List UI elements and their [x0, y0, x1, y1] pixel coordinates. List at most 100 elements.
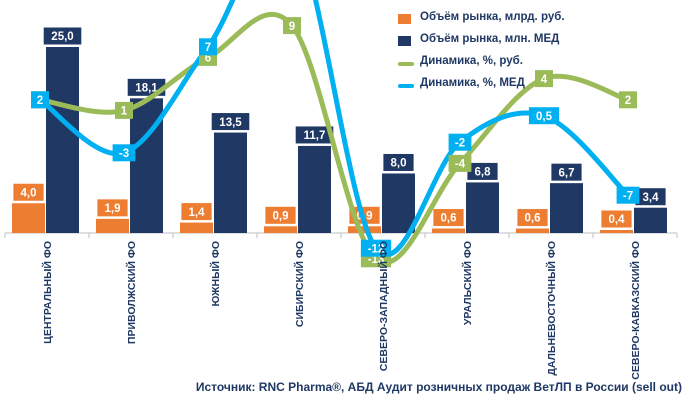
bar-label-med-5-box	[467, 162, 498, 180]
bar-rub-1	[96, 218, 129, 233]
line-label-rub-3: 9	[283, 17, 301, 35]
category-label-4: СЕВЕРО-ЗАПАДНЫЙ ФО	[377, 241, 390, 371]
line-label-rub-5-text: -4	[455, 159, 466, 171]
bar-label-rub-5-box	[433, 209, 464, 227]
bar-label-med-3: 11,7	[295, 126, 334, 144]
bar-rub-0	[12, 203, 45, 233]
line-med	[37, 0, 631, 258]
bar-label-rub-3-text: 0,9	[273, 211, 289, 223]
category-label-5: УРАЛЬСКИЙ ФО	[461, 241, 474, 325]
bar-label-rub-3: 0,9	[265, 206, 296, 224]
line-label-rub-5: -4	[448, 154, 472, 172]
bar-label-rub-6-text: 0,6	[525, 213, 541, 225]
bar-label-med-1-text: 18,1	[135, 83, 158, 95]
bar-label-rub-5-text: 0,6	[441, 213, 457, 225]
bar-med-2	[214, 132, 247, 233]
bar-label-rub-6-box	[517, 209, 548, 227]
bar-label-med-2-box	[211, 113, 250, 131]
line-label-med-2-box	[199, 38, 217, 56]
bar-med-5	[466, 182, 499, 233]
line-label-med-4-text: -12	[368, 243, 385, 255]
legend-label-0: Объём рынка, млрд. руб.	[420, 11, 565, 23]
line-label-med-0-box	[31, 91, 49, 109]
bar-label-med-7: 3,4	[635, 188, 666, 206]
line-label-rub-6-box	[535, 70, 553, 88]
line-label-med-0-text: 2	[37, 95, 43, 107]
legend-label-1: Объём рынка, млн. МЕД	[420, 33, 560, 45]
bar-label-med-0-text: 25,0	[51, 31, 73, 43]
bar-label-med-3-box	[295, 126, 334, 144]
bar-label-med-0: 25,0	[43, 27, 82, 45]
line-label-rub-1-box	[115, 101, 133, 119]
bar-label-med-5-text: 6,8	[475, 167, 492, 179]
legend-swatch-2	[398, 62, 414, 66]
bar-label-med-6-text: 6,7	[559, 167, 575, 179]
line-label-med-6-box	[528, 107, 560, 125]
line-label-rub-6: 4	[535, 70, 553, 88]
line-label-rub-3-text: 9	[289, 21, 295, 33]
bar-label-med-2: 13,5	[211, 113, 250, 131]
line-label-med-0: 2	[31, 91, 49, 109]
bar-rub-6	[516, 228, 549, 233]
line-label-med-1-box	[112, 144, 136, 162]
category-label-6: ДАЛЬНЕВОСТОЧНЫЙ ФО	[545, 241, 558, 376]
bar-label-med-6: 6,7	[551, 163, 582, 181]
bar-label-rub-0-box	[13, 183, 44, 201]
bar-label-med-4-box	[383, 153, 414, 171]
line-label-med-2: 7	[199, 38, 217, 56]
line-label-med-5-box	[448, 133, 472, 151]
bar-label-med-5: 6,8	[467, 162, 498, 180]
category-label-0: ЦЕНТРАЛЬНЫЙ ФО	[41, 241, 54, 344]
bar-label-rub-7: 0,4	[601, 210, 632, 228]
legend-label-3: Динамика, %, МЕД	[420, 77, 525, 89]
bar-label-med-6-box	[551, 163, 582, 181]
line-label-rub-1-text: 1	[121, 106, 128, 118]
bar-rub-3	[264, 226, 297, 233]
legend-swatch-1	[398, 36, 411, 46]
line-label-rub-5-box	[448, 154, 472, 172]
bar-rub-2	[180, 222, 213, 233]
category-label-2: ЮЖНЫЙ ФО	[209, 241, 222, 307]
line-label-med-7-text: -7	[623, 190, 633, 202]
bar-label-rub-2-text: 1,4	[189, 207, 206, 219]
legend-swatch-0	[398, 14, 411, 24]
bar-med-6	[550, 183, 583, 233]
line-label-med-4-box	[360, 239, 392, 257]
line-label-rub-4-text: -13	[368, 254, 385, 266]
bar-label-rub-1-box	[97, 199, 128, 217]
source-note: Источник: RNC Pharma®, АБД Аудит розничн…	[195, 380, 682, 394]
line-label-med-7: -7	[616, 186, 640, 204]
line-label-rub-7-box	[619, 91, 637, 109]
bar-label-med-4: 8,0	[383, 153, 414, 171]
bar-label-rub-3-box	[265, 206, 296, 224]
bar-label-rub-0-text: 4,0	[21, 187, 37, 199]
line-label-rub-7-text: 2	[625, 95, 631, 107]
bar-label-rub-2: 1,4	[181, 203, 212, 221]
bar-label-rub-1-text: 1,9	[105, 203, 121, 215]
line-label-med-4: -12	[360, 239, 392, 257]
line-label-rub-3-box	[283, 17, 301, 35]
line-label-med-6: 0,5	[528, 107, 560, 125]
category-label-3: СИБИРСКИЙ ФО	[293, 241, 306, 327]
bar-label-med-2-text: 13,5	[219, 117, 242, 129]
bar-label-rub-5: 0,6	[433, 209, 464, 227]
bar-label-med-7-box	[635, 188, 666, 206]
bar-med-4	[382, 173, 415, 233]
legend-label-2: Динамика, %, руб.	[420, 55, 523, 67]
bar-label-med-0-box	[43, 27, 82, 45]
bar-label-rub-0: 4,0	[13, 183, 44, 201]
line-label-med-1-text: -3	[119, 148, 129, 160]
category-label-7: СЕВЕРО-КАВКАЗСКИЙ ФО	[629, 241, 642, 380]
line-label-med-7-box	[616, 186, 640, 204]
line-label-med-5: -2	[448, 133, 472, 151]
category-label-1: ПРИВОЛЖСКИЙ ФО	[125, 241, 138, 344]
bar-med-3	[298, 145, 331, 233]
line-label-med-2-text: 7	[205, 42, 211, 54]
bar-label-rub-1: 1,9	[97, 199, 128, 217]
bar-med-7	[634, 207, 667, 233]
bar-label-rub-7-box	[601, 210, 632, 228]
line-label-med-6-text: 0,5	[536, 111, 553, 123]
bar-label-med-3-text: 11,7	[304, 130, 326, 142]
bar-rub-7	[600, 230, 633, 233]
